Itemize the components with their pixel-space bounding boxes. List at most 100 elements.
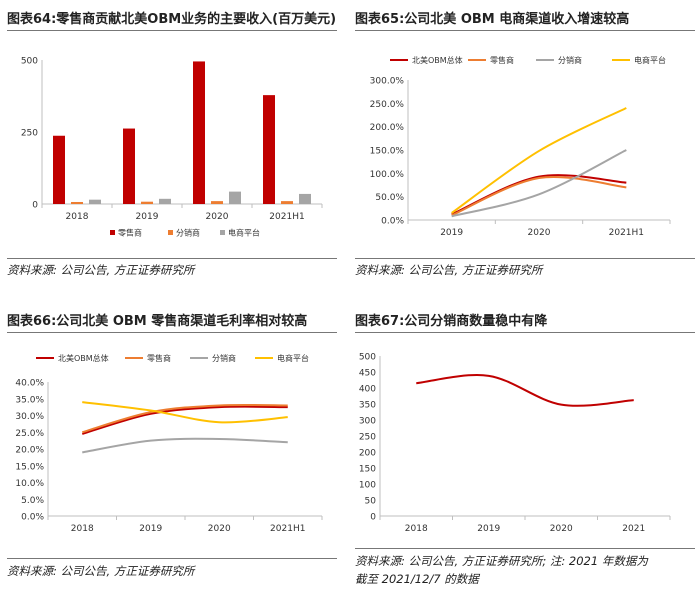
series-line — [451, 149, 627, 218]
series-line — [451, 176, 627, 217]
line-chart: 0 50 100 150 200 250 300 350 400 450 500 2018 2019 20… — [359, 353, 671, 534]
divider — [355, 548, 695, 549]
x-tick-label: 2019 — [440, 228, 463, 238]
y-tick-label: 300 — [359, 417, 376, 427]
y-tick-label: 40.0% — [15, 379, 44, 389]
legend-label: 分销商 — [176, 228, 200, 238]
x-tick-label: 2019 — [139, 524, 162, 534]
x-tick-label: 2018 — [71, 524, 94, 534]
y-tick-label: 50.0% — [375, 193, 404, 203]
bar-chart: 0 250 500 2018 2019 2020 2021H1 零售商 分销商 电商平台 — [21, 57, 323, 238]
source-note: 资料来源: 公司公告, 方正证券研究所 — [355, 263, 543, 277]
y-tick-label: 500 — [359, 353, 376, 363]
y-tick-label: 10.0% — [15, 479, 44, 489]
x-tick-label: 2020 — [208, 524, 231, 534]
divider — [7, 558, 337, 559]
chart-title: 图表64:零售商贡献北美OBM业务的主要收入(百万美元) — [7, 12, 337, 27]
legend-swatch — [220, 230, 225, 235]
divider — [7, 30, 337, 31]
y-tick-label: 100.0% — [370, 170, 405, 180]
y-tick-label: 0 — [370, 513, 376, 523]
legend-label: 零售商 — [490, 55, 514, 65]
y-tick-label: 200.0% — [370, 123, 405, 133]
x-tick-label: 2020 — [550, 524, 573, 534]
legend-swatch — [110, 230, 115, 235]
panel-ecommerce-growth: 图表65:公司北美 OBM 电商渠道收入增速较高 0.0% 50.0% 100.0%… — [350, 0, 700, 290]
x-tick-label: 2021 — [622, 524, 645, 534]
chart-title: 图表65:公司北美 OBM 电商渠道收入增速较高 — [355, 12, 630, 27]
source-note: 资料来源: 公司公告, 方正证券研究所 — [7, 564, 195, 578]
y-tick-label: 400 — [359, 385, 376, 395]
x-tick-label: 2020 — [528, 228, 551, 238]
panel-gross-margin: 图表66:公司北美 OBM 零售商渠道毛利率相对较高 0.0% 5.0% 10.0%… — [0, 300, 338, 599]
source-note-continued: 截至 2021/12/7 的数据 — [355, 572, 479, 586]
legend-label: 分销商 — [558, 55, 582, 65]
bar — [229, 191, 241, 204]
y-tick-label: 250.0% — [370, 100, 405, 110]
bar — [193, 61, 205, 204]
line-chart: 0.0% 5.0% 10.0% 15.0% 20.0% 25.0% 30.0% 35.0% 40… — [15, 353, 323, 534]
series-line — [451, 107, 627, 214]
y-tick-label: 30.0% — [15, 412, 44, 422]
legend-label: 电商平台 — [634, 55, 666, 65]
bar — [53, 135, 65, 204]
y-tick-label: 150.0% — [370, 147, 405, 157]
divider — [355, 30, 695, 31]
x-tick-label: 2020 — [206, 212, 229, 222]
x-tick-label: 2021H1 — [609, 228, 644, 238]
bar — [281, 201, 293, 204]
series-line — [416, 374, 634, 407]
legend-label: 电商平台 — [228, 228, 260, 238]
series-line — [81, 405, 288, 435]
y-tick-label: 50 — [365, 497, 377, 507]
chart-title: 图表66:公司北美 OBM 零售商渠道毛利率相对较高 — [7, 314, 308, 329]
panel-distributor-count: 图表67:公司分销商数量稳中有降 0 50 100 150 200 250 300 350 40… — [350, 300, 700, 599]
y-tick-label: 200 — [359, 449, 376, 459]
series-line — [81, 403, 288, 434]
panel-retailer-revenue: 图表64:零售商贡献北美OBM业务的主要收入(百万美元) 0 250 500 2018… — [0, 0, 338, 290]
bar — [211, 201, 223, 204]
y-tick-label: 5.0% — [21, 496, 44, 506]
y-tick-label: 100 — [359, 481, 376, 491]
divider — [355, 258, 695, 259]
bar — [89, 199, 101, 204]
y-tick-label: 0.0% — [381, 217, 404, 227]
bar — [299, 193, 311, 204]
legend-label: 北美OBM总体 — [412, 55, 463, 65]
y-tick-label: 35.0% — [15, 395, 44, 405]
series-line — [82, 437, 288, 454]
y-tick-label: 500 — [21, 57, 38, 67]
bar — [263, 95, 275, 204]
bar — [123, 128, 135, 204]
y-tick-label: 300.0% — [370, 77, 405, 87]
x-tick-label: 2021H1 — [269, 212, 304, 222]
legend-swatch — [168, 230, 173, 235]
divider — [7, 258, 337, 259]
line-chart: 0.0% 50.0% 100.0% 150.0% 200.0% 250.0% 300.0% 2… — [370, 55, 671, 238]
legend-label: 零售商 — [147, 353, 171, 363]
y-tick-label: 450 — [359, 369, 376, 379]
divider — [355, 332, 695, 333]
y-tick-label: 15.0% — [15, 462, 44, 472]
bar — [71, 201, 83, 204]
y-tick-label: 0.0% — [21, 513, 44, 523]
x-tick-label: 2018 — [66, 212, 89, 222]
y-tick-label: 150 — [359, 465, 376, 475]
legend-label: 北美OBM总体 — [58, 353, 109, 363]
y-tick-label: 0 — [32, 201, 38, 211]
x-tick-label: 2019 — [477, 524, 500, 534]
x-tick-label: 2019 — [136, 212, 159, 222]
divider — [7, 332, 337, 333]
series-line — [82, 401, 288, 424]
source-note: 资料来源: 公司公告, 方正证券研究所; 注: 2021 年数据为 — [355, 554, 648, 568]
chart-title: 图表67:公司分销商数量稳中有降 — [355, 314, 548, 329]
legend-label: 电商平台 — [277, 353, 309, 363]
x-tick-label: 2018 — [405, 524, 428, 534]
y-tick-label: 250 — [359, 433, 376, 443]
source-note: 资料来源: 公司公告, 方正证券研究所 — [7, 263, 195, 277]
y-tick-label: 250 — [21, 129, 38, 139]
legend-label: 零售商 — [118, 228, 142, 238]
bar — [159, 198, 171, 204]
bar — [141, 201, 153, 204]
y-tick-label: 20.0% — [15, 446, 44, 456]
